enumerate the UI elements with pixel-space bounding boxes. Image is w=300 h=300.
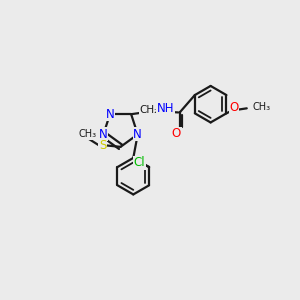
Text: N: N	[133, 128, 142, 141]
Text: NH: NH	[157, 102, 174, 116]
Text: Cl: Cl	[134, 156, 146, 170]
Text: N: N	[106, 108, 114, 121]
Text: CH₃: CH₃	[253, 102, 271, 112]
Text: N: N	[99, 128, 108, 141]
Text: O: O	[172, 127, 181, 140]
Text: O: O	[230, 101, 239, 114]
Text: CH₂: CH₂	[140, 105, 159, 116]
Text: CH₃: CH₃	[78, 129, 96, 140]
Text: S: S	[99, 139, 106, 152]
